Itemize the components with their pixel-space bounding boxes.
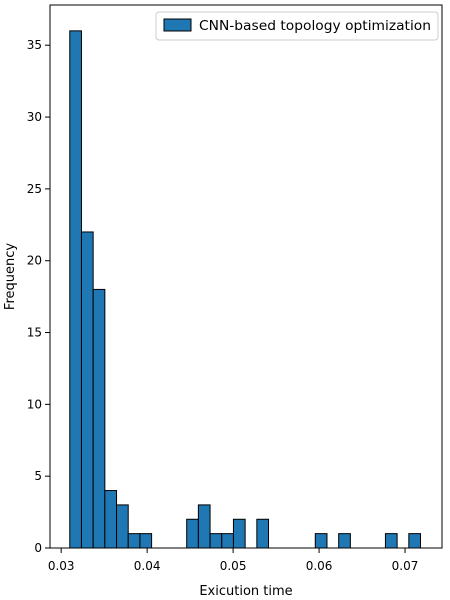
legend-swatch: [163, 18, 192, 32]
histogram-bar: [384, 533, 398, 549]
plot-frame: [49, 4, 443, 549]
x-tick-label: 0.07: [392, 559, 419, 573]
y-axis: 0 5 10 15 20 25 30 35: [27, 38, 50, 555]
y-tick-label: 0: [34, 541, 42, 555]
histogram-bar: [139, 533, 153, 549]
x-tick-label: 0.05: [220, 559, 247, 573]
y-tick-label: 25: [27, 182, 42, 196]
histogram-bar: [221, 533, 234, 549]
histogram-bars: [69, 30, 422, 549]
y-tick-label: 30: [27, 110, 42, 124]
y-axis-title: Frequency: [3, 243, 18, 310]
y-tick-label: 10: [27, 397, 42, 411]
x-axis: 0.03 0.04 0.05 0.06 0.07: [48, 548, 419, 573]
histogram-bar: [104, 490, 118, 549]
histogram-bar: [69, 30, 82, 549]
histogram-bar: [256, 518, 270, 549]
histogram-bar: [80, 231, 94, 549]
histogram-bar: [408, 533, 422, 549]
y-tick-label: 15: [27, 326, 42, 340]
histogram-bar: [209, 533, 223, 549]
histogram-bar: [92, 288, 106, 549]
y-tick-label: 35: [27, 38, 42, 52]
x-tick-label: 0.03: [48, 559, 75, 573]
legend: CNN-based topology optimization: [155, 11, 439, 41]
x-tick-label: 0.06: [306, 559, 333, 573]
histogram-bar: [338, 533, 351, 549]
legend-box: [155, 11, 439, 41]
x-tick-label: 0.04: [134, 559, 161, 573]
histogram-bar: [314, 533, 328, 549]
y-tick-label: 5: [34, 469, 42, 483]
histogram-bar: [116, 504, 129, 549]
legend-label: CNN-based topology optimization: [199, 19, 431, 34]
histogram-bar: [232, 518, 246, 549]
y-tick-label: 20: [27, 254, 42, 268]
histogram-bar: [127, 533, 141, 549]
x-axis-title: Exicution time: [199, 584, 292, 599]
histogram-bar: [197, 504, 211, 549]
histogram-bar: [186, 518, 199, 549]
